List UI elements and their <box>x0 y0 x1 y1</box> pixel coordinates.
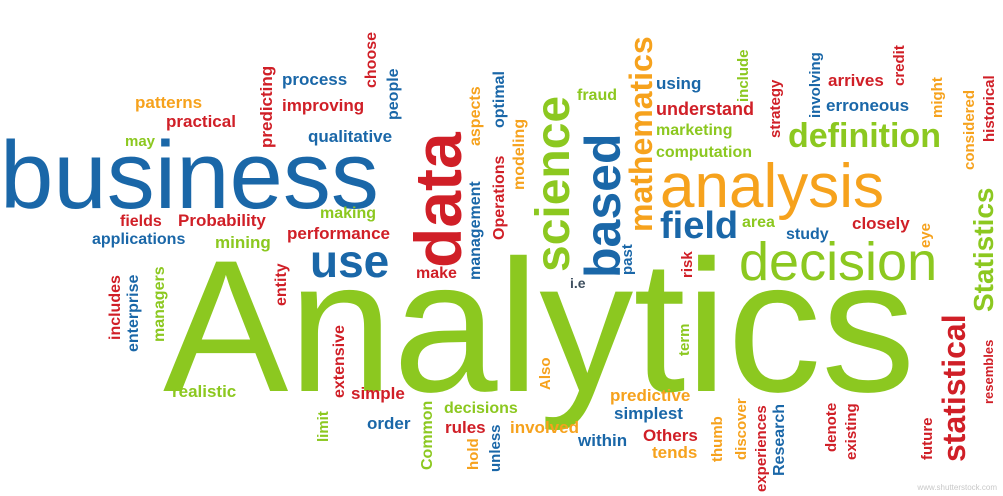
word-experiences: experiences <box>753 405 770 492</box>
word-fraud: fraud <box>577 87 617 104</box>
word-eye: eye <box>917 222 934 248</box>
word-qualitative: qualitative <box>308 127 393 146</box>
watermark: www.shutterstock.com <box>917 483 997 492</box>
word-resembles: resembles <box>981 339 996 404</box>
word-managers: managers <box>151 266 168 342</box>
word-people: people <box>385 68 402 120</box>
word-term: term <box>676 323 693 356</box>
word-limit: limit <box>315 411 332 442</box>
word-fields: fields <box>120 213 162 230</box>
word-statistics: Statistics <box>968 187 999 313</box>
word-applications: applications <box>92 231 186 248</box>
word-practical: practical <box>166 112 236 131</box>
word-data: data <box>401 132 475 268</box>
word-future: future <box>919 417 936 461</box>
word-common: Common <box>419 400 436 470</box>
word-science: science <box>527 95 580 272</box>
word-business: business <box>0 122 379 229</box>
word-using: using <box>656 74 702 93</box>
word-historical: historical <box>981 75 998 142</box>
word-use: use <box>310 235 390 287</box>
word-probability: Probability <box>178 211 266 230</box>
word-research: Research <box>771 403 788 476</box>
word-entity: entity <box>273 263 290 306</box>
word-area: area <box>742 214 775 231</box>
word-includes: includes <box>107 275 124 340</box>
word-thumb: thumb <box>709 416 726 462</box>
word-patterns: patterns <box>135 93 203 112</box>
word-credit: credit <box>891 45 908 86</box>
word-definition: definition <box>788 117 941 155</box>
word-hold: hold <box>465 438 482 470</box>
word-management: management <box>467 181 484 280</box>
word-arrives: arrives <box>828 71 884 90</box>
word-operations: Operations <box>491 155 508 240</box>
word-enterprise: enterprise <box>125 274 142 352</box>
word-closely: closely <box>852 214 910 233</box>
word-unless: unless <box>487 424 504 472</box>
word-process: process <box>282 70 348 89</box>
word-past: past <box>619 244 636 275</box>
word-include: include <box>735 49 752 102</box>
word-computation: computation <box>656 144 752 161</box>
word-strategy: strategy <box>767 79 784 138</box>
word-study: study <box>786 226 829 243</box>
word-decision: decision <box>739 232 938 292</box>
word-rules: rules <box>445 418 486 437</box>
word-simple: simple <box>351 384 405 403</box>
word-erroneous: erroneous <box>826 96 910 115</box>
word-extensive: extensive <box>331 325 348 398</box>
word-modeling: modeling <box>511 118 528 190</box>
word-discover: discover <box>733 398 750 460</box>
word-marketing: marketing <box>656 122 733 139</box>
word-others: Others <box>643 426 698 445</box>
word-mathematics: mathematics <box>623 36 659 232</box>
word-simplest: simplest <box>614 404 683 423</box>
word-within: within <box>578 431 628 450</box>
word-decisions: decisions <box>444 400 518 417</box>
word-mining: mining <box>215 233 271 252</box>
word-also: Also <box>537 357 554 390</box>
word-choose: choose <box>363 31 380 88</box>
word-making: making <box>320 205 377 222</box>
word-tends: tends <box>652 443 698 462</box>
word-statistical: statistical <box>936 314 972 462</box>
word-denote: denote <box>823 402 840 452</box>
word-performance: performance <box>287 224 390 243</box>
word-existing: existing <box>843 403 860 460</box>
word-involving: involving <box>807 52 824 118</box>
word-field: field <box>660 205 739 247</box>
word-might: might <box>929 77 946 118</box>
word-predictive: predictive <box>610 386 691 405</box>
word-understand: understand <box>656 99 755 119</box>
word-risk: risk <box>679 251 696 278</box>
word-analytics: Analytics <box>163 221 916 431</box>
word-realistic: realistic <box>172 382 237 401</box>
word-analysis: analysis <box>660 152 884 221</box>
word-involved: involved <box>510 418 579 437</box>
word-order: order <box>367 414 411 433</box>
word-aspects: aspects <box>467 86 484 146</box>
word-optimal: optimal <box>491 71 508 128</box>
word-considered: considered <box>961 89 978 170</box>
word-improving: improving <box>282 96 365 115</box>
word-may: may <box>125 133 156 150</box>
word-make: make <box>416 265 457 282</box>
word-predicting: predicting <box>257 65 276 148</box>
word-ie: i.e <box>570 275 586 291</box>
